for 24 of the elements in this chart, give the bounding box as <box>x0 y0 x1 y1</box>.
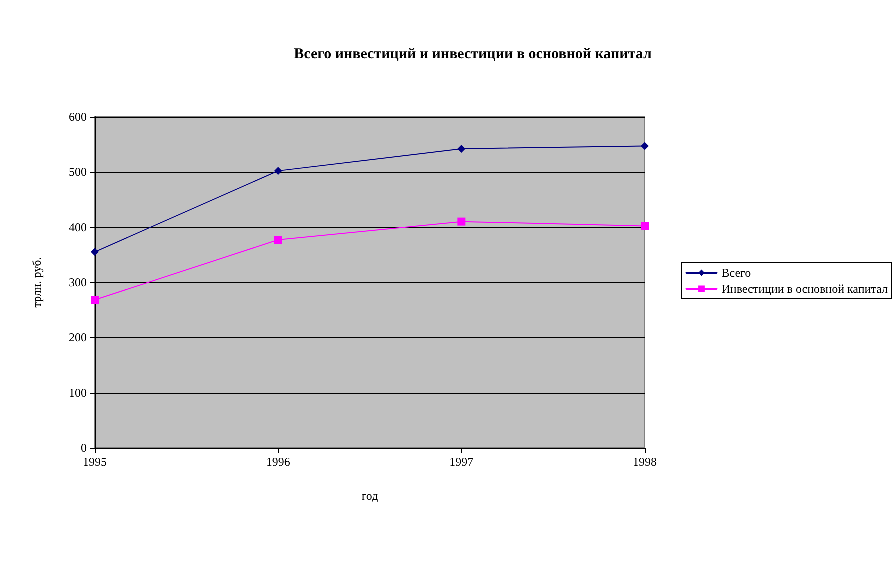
y-tick-label: 500 <box>69 165 87 180</box>
point <box>458 144 466 153</box>
y-tick-label: 100 <box>69 386 87 400</box>
point <box>458 218 466 226</box>
y-tick-label: 600 <box>69 110 87 124</box>
point <box>641 142 649 150</box>
point <box>274 236 282 244</box>
y-tick-label: 200 <box>69 330 87 345</box>
point <box>274 167 282 176</box>
chart-title: Всего инвестиций и инвестиции в основной капитал <box>294 46 652 62</box>
x-axis-title: год <box>362 489 378 503</box>
point <box>641 222 649 230</box>
y-tick-label: 400 <box>69 220 87 234</box>
point <box>91 248 99 256</box>
x-tick-label: 1998 <box>633 455 657 469</box>
legend-label: Всего <box>722 266 752 280</box>
y-tick-label: 300 <box>69 276 87 290</box>
y-axis-title: трлн. руб. <box>30 257 44 308</box>
legend-label: Инвестиции в основной капитал <box>722 282 888 296</box>
x-tick-label: 1995 <box>83 455 107 469</box>
x-tick-label: 1996 <box>266 455 290 469</box>
y-tick-label: 0 <box>81 441 87 455</box>
x-tick-label: 1997 <box>450 455 474 469</box>
point <box>91 296 99 304</box>
